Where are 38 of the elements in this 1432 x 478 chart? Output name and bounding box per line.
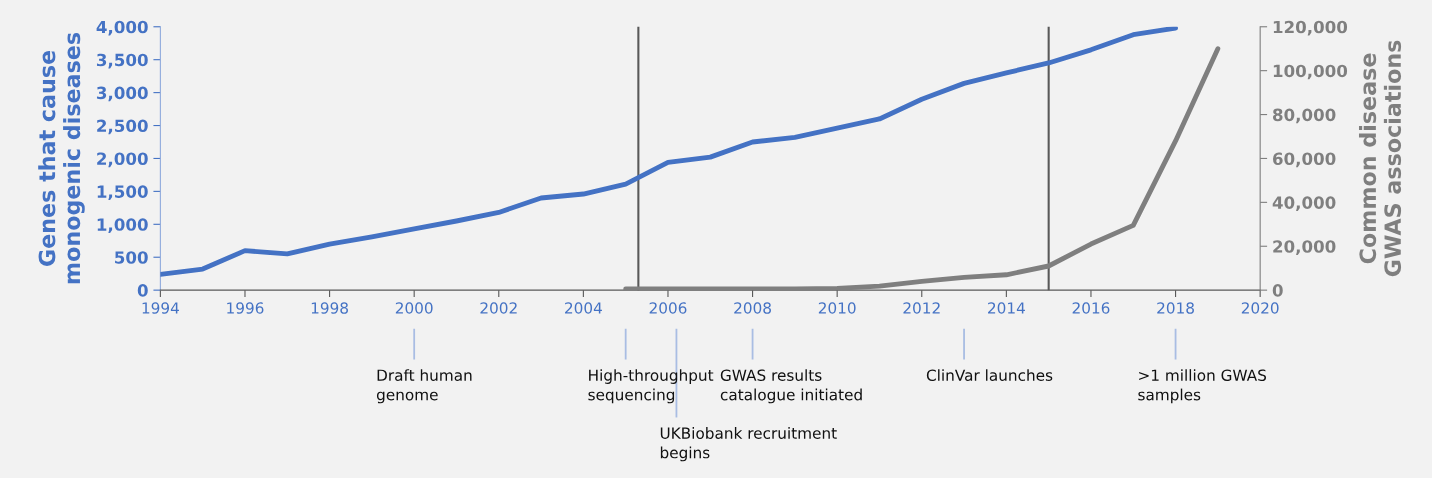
y-tick-label: 1,000 <box>97 218 148 233</box>
x-tick-label: 2018 <box>1157 302 1194 314</box>
y-tick-label: 1,500 <box>97 185 148 201</box>
x-tick-label: 2014 <box>988 302 1025 314</box>
y2-tick-label: 80,000 <box>1272 108 1336 124</box>
x-tick-label: 1996 <box>227 302 264 314</box>
y2-tick-label: 100,000 <box>1273 64 1348 80</box>
ref-line-label: High-throughput sequencing <box>588 369 714 404</box>
y-tick-label: 3,000 <box>96 86 148 102</box>
ref-line-label: GWAS results catalogue initiated <box>720 369 862 404</box>
x-tick-label: 1994 <box>142 302 179 314</box>
ref-line-label: UKBiobank recruitment begins <box>660 427 837 462</box>
y2-axis-title: Common disease GWAS associations <box>1358 40 1402 277</box>
y2-tick-label: 60,000 <box>1273 152 1336 168</box>
y-tick-label: 2,000 <box>97 152 148 168</box>
x-tick-label: 2006 <box>649 302 687 314</box>
x-tick-label: 2010 <box>818 302 856 314</box>
x-tick-label: 1998 <box>311 302 348 314</box>
x-tick-label: 2002 <box>480 302 517 314</box>
y2-tick-label: 40,000 <box>1272 196 1336 212</box>
y2-tick-label: 120,000 <box>1273 20 1348 36</box>
y-tick-label: 500 <box>115 251 148 264</box>
y-axis-title: Genes that cause monogenic diseases <box>38 32 85 284</box>
ref-line-label: >1 million GWAS samples <box>1138 369 1267 404</box>
x-tick-label: 2012 <box>903 302 940 314</box>
x-tick-label: 2008 <box>734 302 771 314</box>
x-tick-label: 2020 <box>1241 302 1279 314</box>
y-tick-label: 0 <box>137 284 148 297</box>
y-tick-label: 3,500 <box>96 53 148 69</box>
ref-line-label: ClinVar launches <box>926 369 1053 381</box>
x-tick-label: 2004 <box>565 302 602 314</box>
y2-tick-label: 0 <box>1272 284 1283 297</box>
ref-line-label: Draft human genome <box>376 369 472 404</box>
y2-tick-label: 20,000 <box>1273 240 1336 255</box>
x-tick-label: 2000 <box>395 302 433 314</box>
y-tick-label: 4,000 <box>96 20 148 36</box>
x-tick-label: 2016 <box>1072 302 1110 314</box>
y-tick-label: 2,500 <box>97 119 148 135</box>
